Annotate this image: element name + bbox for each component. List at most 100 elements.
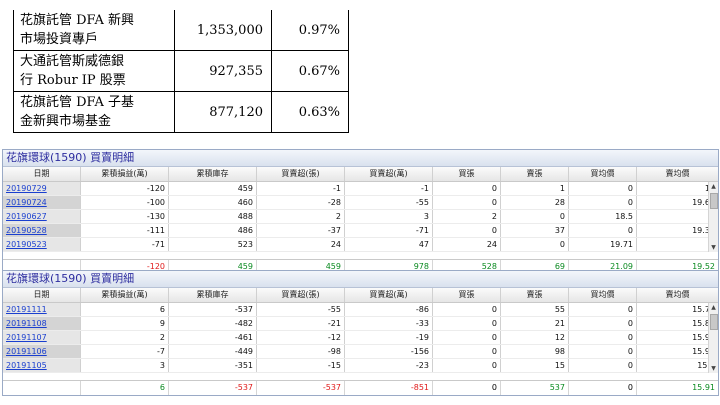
grid-body: 20191111 6 -537 -55 -86 0 55 0 15.71 20191108 9 -48… <box>3 303 718 373</box>
cell: 0 <box>569 182 637 195</box>
summary-row: 6 -537 -537 -851 0 537 0 15.91 <box>3 380 718 395</box>
cell: 0 <box>501 238 569 251</box>
vertical-scrollbar[interactable]: ▲ ▼ <box>708 182 718 252</box>
cell: 0 <box>569 224 637 237</box>
scrollbar-thumb[interactable] <box>710 193 718 209</box>
cell: 0 <box>433 317 501 330</box>
scroll-up-icon[interactable]: ▲ <box>711 304 716 311</box>
summary-cell: 21.09 <box>569 260 637 274</box>
column-header[interactable]: 買張 <box>433 288 501 302</box>
cell: 2 <box>257 210 345 223</box>
scrollbar-thumb[interactable] <box>710 314 718 330</box>
cell: 0 <box>433 345 501 358</box>
cell: 486 <box>169 224 257 237</box>
cell: 0 <box>433 331 501 344</box>
table-row[interactable]: 20191111 6 -537 -55 -86 0 55 0 15.71 <box>3 303 718 317</box>
date-link[interactable]: 20190724 <box>3 196 81 209</box>
cell: -33 <box>345 317 433 330</box>
cell: -461 <box>169 331 257 344</box>
column-header[interactable]: 賣張 <box>501 288 569 302</box>
date-link[interactable]: 20191111 <box>3 303 81 316</box>
cell: 15.81 <box>692 319 715 328</box>
date-link[interactable]: 20191106 <box>3 345 81 358</box>
summary-cell: 459 <box>169 260 257 274</box>
cell: 19.35 <box>692 226 715 235</box>
cell: 3 <box>81 359 169 372</box>
column-header[interactable]: 買賣超(萬) <box>345 167 433 181</box>
cell: -1 <box>345 182 433 195</box>
summary-cell: -537 <box>169 381 257 395</box>
date-link[interactable]: 20191107 <box>3 331 81 344</box>
cell: 0 <box>433 196 501 209</box>
cell: -100 <box>81 196 169 209</box>
cell: -15 <box>257 359 345 372</box>
cell: -19 <box>345 331 433 344</box>
summary-cell <box>3 381 81 395</box>
cell: 1 <box>501 182 569 195</box>
column-header[interactable]: 賣均價 <box>665 169 690 178</box>
cell: 523 <box>169 238 257 251</box>
summary-cell: 6 <box>81 381 169 395</box>
cell: 47 <box>345 238 433 251</box>
scroll-down-icon[interactable]: ▼ <box>711 365 716 372</box>
column-header[interactable]: 日期 <box>3 288 81 302</box>
trade-detail-panel-1: 花旗環球(1590) 買賣明細 日期 累積損益(萬) 累積庫存 買賣超(張) 買賣超(萬… <box>2 149 719 275</box>
cell: 3 <box>345 210 433 223</box>
cell: 0 <box>569 303 637 316</box>
cell: 9 <box>81 317 169 330</box>
cell: 2 <box>433 210 501 223</box>
cell: 0 <box>433 303 501 316</box>
scroll-down-icon[interactable]: ▼ <box>711 244 716 251</box>
column-header[interactable]: 買均價 <box>569 167 637 181</box>
cell: -156 <box>345 345 433 358</box>
cell: 6 <box>81 303 169 316</box>
cell: -482 <box>169 317 257 330</box>
scroll-up-icon[interactable]: ▲ <box>711 183 716 190</box>
table-row[interactable]: 20191106 -7 -449 -98 -156 0 98 0 15.98 <box>3 345 718 359</box>
cell: -449 <box>169 345 257 358</box>
date-link[interactable]: 20190528 <box>3 224 81 237</box>
summary-cell: 0 <box>569 381 637 395</box>
date-link[interactable]: 20190627 <box>3 210 81 223</box>
cell: 24 <box>433 238 501 251</box>
vertical-scrollbar[interactable]: ▲ ▼ <box>708 303 718 373</box>
cell: -7 <box>81 345 169 358</box>
column-header[interactable]: 買賣超(萬) <box>345 288 433 302</box>
cell: 15.8 <box>697 361 715 370</box>
table-row[interactable]: 20191107 2 -461 -12 -19 0 12 0 15.92 <box>3 331 718 345</box>
cell: 15.92 <box>692 333 715 342</box>
summary-cell: 528 <box>433 260 501 274</box>
date-link[interactable]: 20191105 <box>3 359 81 372</box>
table-row[interactable]: 20191105 3 -351 -15 -23 0 15 0 15.8 <box>3 359 718 373</box>
cell: 459 <box>169 182 257 195</box>
column-header[interactable]: 賣張 <box>501 167 569 181</box>
cell: 24 <box>257 238 345 251</box>
date-link[interactable]: 20191108 <box>3 317 81 330</box>
column-header[interactable]: 累積庫存 <box>169 288 257 302</box>
column-header[interactable]: 買均價 <box>569 288 637 302</box>
column-header[interactable]: 賣均價 <box>665 290 690 299</box>
column-header[interactable]: 累積損益(萬) <box>81 167 169 181</box>
date-link[interactable]: 20190729 <box>3 182 81 195</box>
cell: 15 <box>501 359 569 372</box>
panel-title: 花旗環球(1590) 買賣明細 <box>3 150 718 167</box>
summary-cell: 978 <box>345 260 433 274</box>
column-header[interactable]: 買賣超(張) <box>257 288 345 302</box>
column-header[interactable]: 累積庫存 <box>169 167 257 181</box>
cell: -23 <box>345 359 433 372</box>
date-link[interactable]: 20190523 <box>3 238 81 251</box>
table-row[interactable]: 20190528 -111 486 -37 -71 0 37 0 19.35 <box>3 224 718 238</box>
holding-name: 花旗託管 DFA 子基 金新興市場基金 <box>13 91 175 133</box>
table-row[interactable]: 20190724 -100 460 -28 -55 0 28 0 19.68 <box>3 196 718 210</box>
column-header[interactable]: 買賣超(張) <box>257 167 345 181</box>
holding-name: 大通託管斯威德銀行 Robur IP 股票 <box>13 50 175 92</box>
holding-name-line2: 行 Robur IP 股票 <box>20 73 126 88</box>
column-header[interactable]: 買張 <box>433 167 501 181</box>
holding-percent: 0.67% <box>271 50 349 92</box>
column-header[interactable]: 累積損益(萬) <box>81 288 169 302</box>
column-header[interactable]: 日期 <box>3 167 81 181</box>
table-row[interactable]: 20191108 9 -482 -21 -33 0 21 0 15.81 <box>3 317 718 331</box>
